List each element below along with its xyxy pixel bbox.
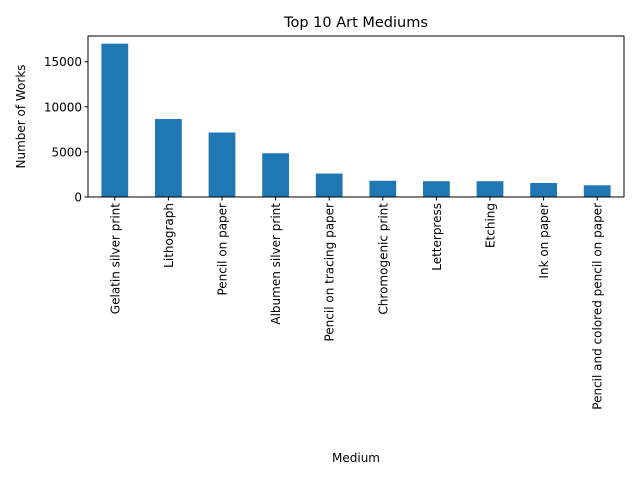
y-tick-label-3: 15000 xyxy=(44,55,82,69)
x-axis: Gelatin silver print Lithograph Pencil on … xyxy=(108,197,605,410)
x-tick-label-2: Pencil on paper xyxy=(216,203,230,296)
y-axis: 0 5000 10000 15000 xyxy=(44,55,88,205)
x-tick-label-9: Pencil and colored pencil on paper xyxy=(591,203,605,410)
bar-2 xyxy=(208,132,236,197)
bar-9 xyxy=(583,185,611,197)
x-tick-label-7: Etching xyxy=(484,203,498,248)
x-tick-label-3: Albumen silver print xyxy=(269,203,283,325)
y-tick-label-1: 5000 xyxy=(51,145,82,159)
x-tick-label-1: Lithograph xyxy=(162,203,176,268)
bar-0 xyxy=(101,43,129,197)
x-tick-label-8: Ink on paper xyxy=(537,203,551,279)
x-tick-label-5: Chromogenic print xyxy=(376,203,390,315)
bar-5 xyxy=(369,180,397,197)
bar-3 xyxy=(262,153,289,197)
bar-6 xyxy=(423,181,450,197)
x-axis-label: Medium xyxy=(332,451,380,465)
x-tick-label-0: Gelatin silver print xyxy=(108,203,122,314)
bar-7 xyxy=(476,181,504,197)
y-tick-label-0: 0 xyxy=(74,191,82,205)
chart-title: Top 10 Art Mediums xyxy=(283,15,428,31)
bars-group xyxy=(101,43,611,197)
bar-8 xyxy=(530,183,557,197)
bar-1 xyxy=(155,118,182,197)
x-tick-label-6: Letterpress xyxy=(430,203,444,271)
y-axis-label: Number of Works xyxy=(14,64,28,168)
plot-frame xyxy=(87,35,625,198)
bar-4 xyxy=(315,173,343,197)
y-tick-label-2: 10000 xyxy=(44,100,82,114)
x-tick-label-4: Pencil on tracing paper xyxy=(323,203,337,342)
